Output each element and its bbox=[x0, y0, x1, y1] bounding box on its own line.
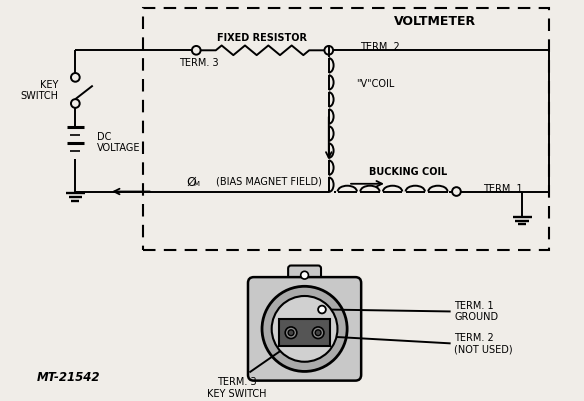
Circle shape bbox=[262, 286, 347, 371]
Text: KEY
SWITCH: KEY SWITCH bbox=[20, 80, 58, 101]
Text: TERM. 1: TERM. 1 bbox=[484, 184, 523, 194]
Bar bbox=[143, 8, 550, 249]
Bar bbox=[279, 319, 330, 346]
Text: TERM. 2
(NOT USED): TERM. 2 (NOT USED) bbox=[454, 332, 513, 354]
Text: TERM. 3
KEY SWITCH: TERM. 3 KEY SWITCH bbox=[207, 377, 267, 399]
Circle shape bbox=[315, 330, 321, 336]
Text: TERM. 3: TERM. 3 bbox=[179, 58, 219, 68]
Text: TERM. 2: TERM. 2 bbox=[360, 43, 399, 53]
Text: "V"COIL: "V"COIL bbox=[356, 79, 394, 89]
Text: Ø: Ø bbox=[186, 175, 196, 188]
Circle shape bbox=[285, 327, 297, 338]
FancyBboxPatch shape bbox=[248, 277, 361, 381]
Text: (BIAS MAGNET FIELD): (BIAS MAGNET FIELD) bbox=[216, 177, 322, 187]
Text: MT-21542: MT-21542 bbox=[37, 371, 100, 384]
Circle shape bbox=[301, 271, 308, 279]
Text: VOLTMETER: VOLTMETER bbox=[394, 15, 476, 28]
Circle shape bbox=[318, 306, 326, 314]
FancyBboxPatch shape bbox=[288, 265, 321, 289]
Text: FIXED RESISTOR: FIXED RESISTOR bbox=[217, 33, 308, 43]
Circle shape bbox=[288, 330, 294, 336]
Text: BUCKING COIL: BUCKING COIL bbox=[369, 167, 447, 177]
Circle shape bbox=[272, 296, 338, 362]
Circle shape bbox=[312, 327, 324, 338]
Text: TERM. 1
GROUND: TERM. 1 GROUND bbox=[454, 301, 499, 322]
Text: DC
VOLTAGE: DC VOLTAGE bbox=[96, 132, 140, 154]
Text: M: M bbox=[193, 181, 199, 187]
